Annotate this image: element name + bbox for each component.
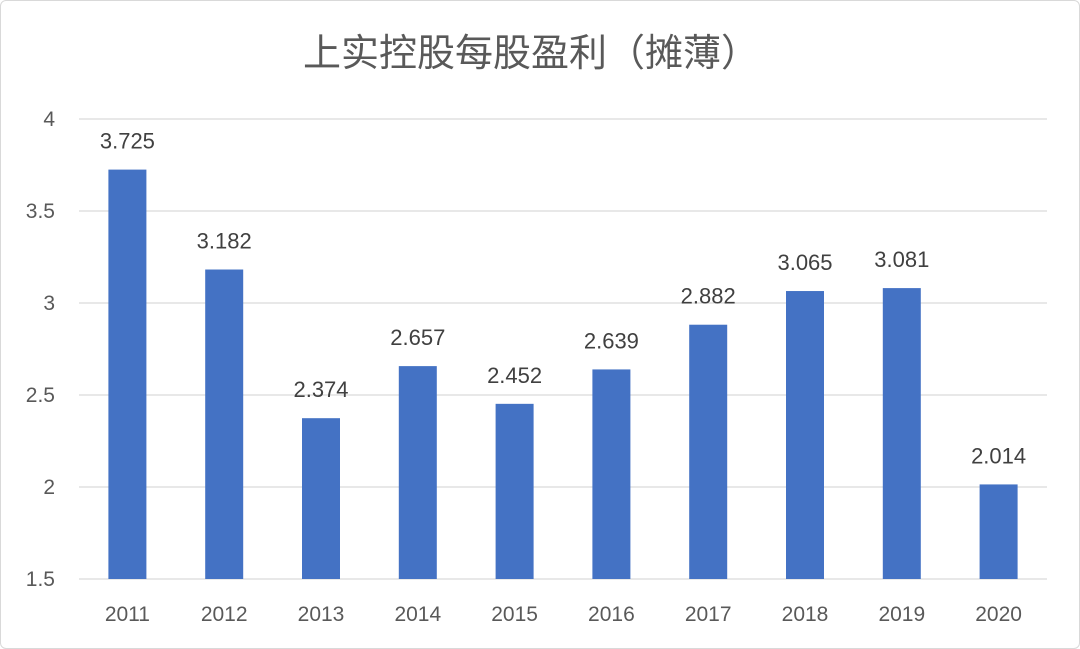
bar-2018: [786, 291, 824, 579]
y-tick-label: 2: [43, 476, 55, 499]
data-label: 2.452: [487, 363, 542, 388]
x-tick-label: 2013: [298, 603, 345, 626]
chart-title: 上实控股每股盈利（摊薄）: [303, 31, 759, 75]
x-axis-ticks: 2011 2012 2013 2014 2015 2016 2017 2018 2019 2020: [105, 603, 1022, 626]
data-label: 3.065: [777, 250, 832, 275]
y-axis-ticks: 1.5 2 2.5 3 3.5 4: [26, 108, 56, 591]
bar-2020: [979, 484, 1018, 579]
x-tick-label: 2019: [878, 603, 925, 626]
x-tick-label: 2020: [975, 603, 1022, 626]
bar-2017: [689, 324, 728, 579]
x-tick-label: 2014: [394, 603, 441, 626]
x-tick-label: 2012: [201, 603, 248, 626]
bar-2015: [495, 403, 534, 579]
bar-2011: [108, 169, 147, 579]
data-label: 3.725: [100, 129, 155, 154]
bar-2014: [398, 366, 437, 579]
x-tick-label: 2015: [491, 603, 538, 626]
bar-2019: [882, 288, 921, 579]
bars: [108, 169, 1018, 579]
data-label: 2.882: [681, 284, 736, 309]
x-tick-label: 2017: [685, 603, 732, 626]
data-label: 2.639: [584, 328, 639, 353]
x-tick-label: 2011: [105, 603, 150, 626]
y-tick-label: 3: [43, 292, 55, 315]
y-tick-label: 1.5: [26, 568, 55, 591]
y-tick-label: 3.5: [26, 200, 55, 223]
bar-2012: [205, 269, 244, 579]
data-label: 2.374: [293, 377, 348, 402]
x-tick-label: 2018: [782, 603, 829, 626]
data-label: 3.182: [197, 229, 252, 254]
data-label: 3.081: [874, 247, 929, 272]
y-tick-label: 2.5: [26, 384, 55, 407]
data-label: 2.014: [971, 443, 1026, 468]
x-tick-label: 2016: [588, 603, 635, 626]
data-label: 2.657: [390, 325, 445, 350]
y-tick-label: 4: [43, 108, 55, 131]
data-labels: 3.725 3.182 2.374 2.657 2.452 2.639 2.882 3.065…: [100, 129, 1026, 469]
bar-2013: [302, 418, 340, 579]
bar-2016: [592, 369, 631, 579]
